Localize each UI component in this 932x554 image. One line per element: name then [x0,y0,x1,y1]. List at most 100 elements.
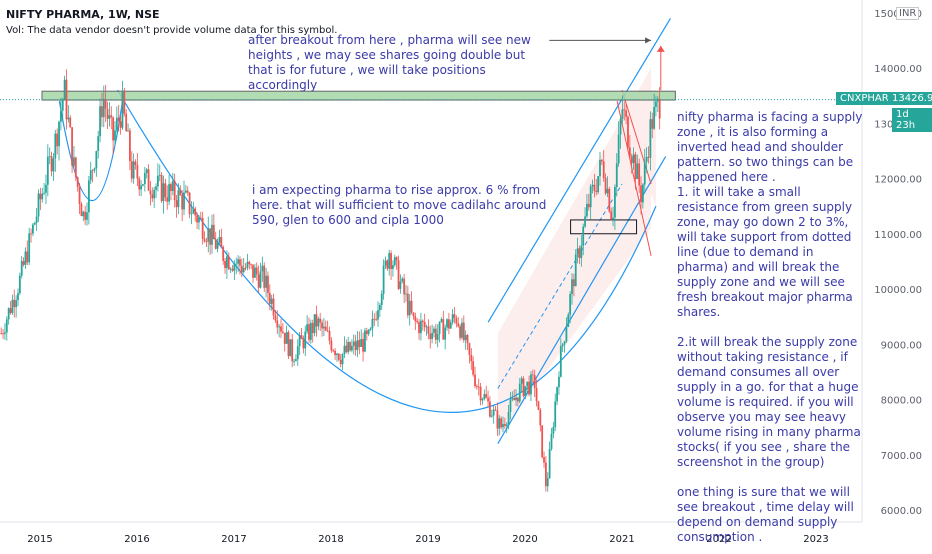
candle-body [371,318,374,329]
candle-body [35,216,38,223]
candle-body [651,119,654,129]
candle-body [18,275,21,294]
candle-body [272,298,275,316]
candle-body [224,260,226,268]
candle-body [39,193,42,200]
candle-body [259,271,262,288]
candle-body [158,174,161,176]
candle-body [658,98,661,119]
candle-body [114,130,116,141]
candle-body [403,278,406,295]
candle-body [600,159,603,162]
candle-body [30,233,32,235]
candle-body [414,316,417,322]
candle-body [222,246,225,261]
candle-body [143,173,146,185]
candle-body [429,333,432,340]
candle-body [300,335,303,339]
candle-body [248,261,251,265]
candle-body [33,222,36,225]
candle-body [489,401,491,417]
candle-body [227,256,230,270]
candle-body [89,170,92,181]
candle-body [548,448,551,479]
x-tick-label: 2019 [415,534,440,545]
rising-channel-fill [497,68,652,439]
candle-body [483,394,486,399]
candle-body [554,401,557,427]
candle-body [492,409,495,416]
candle-body [655,101,657,107]
candle-body [296,346,299,360]
candle-body [410,300,413,313]
candle-body [509,399,512,412]
candle-body [571,279,573,294]
candle-body [388,253,391,269]
candle-body [97,136,100,152]
candle-body [91,170,94,172]
candle-body [7,308,10,320]
candle-body [274,315,277,321]
candle-body [464,335,467,341]
x-tick-label: 2018 [318,534,343,545]
candle-body [552,426,555,434]
candle-body [112,117,115,141]
candle-body [546,478,549,487]
candle-body [356,340,359,351]
candle-body [188,192,191,214]
candle-body [226,256,228,268]
candle-body [470,354,473,362]
candle-body [459,326,461,338]
candle-body [125,113,128,132]
price-badge: 13426.90 [888,92,932,105]
y-tick-label: 7000.00 [881,451,922,462]
candle-body [252,264,254,278]
candle-body [214,239,217,249]
candle-body [198,217,200,223]
candle-body [584,216,586,227]
candle-body [375,318,378,320]
candle-body [110,115,113,118]
candle-body [151,194,154,199]
candle-body [537,401,540,410]
candle-body [382,265,385,294]
candle-body [582,226,585,246]
candle-body [86,212,88,220]
candle-body [364,330,366,352]
candle-body [26,251,29,263]
candle-body [267,275,269,293]
candle-body [155,186,157,190]
candle-body [2,333,4,335]
candle-body [358,340,361,347]
candle-body [295,359,297,362]
candle-body [347,342,350,353]
candle-body [181,194,184,210]
candle-body [563,341,566,345]
candle-body [502,424,504,428]
candle-body [179,190,182,195]
candle-body [192,208,195,214]
candle-body [149,190,152,195]
x-tick-label: 2022 [706,534,731,545]
candle-body [360,339,363,347]
candle-body [515,397,517,401]
candle-body [37,193,40,217]
candle-body [517,397,519,402]
candle-body [15,300,18,308]
candle-body [507,411,510,425]
channel-mid-dashed-line [497,183,623,389]
candle-body [203,238,206,242]
candle-body [401,278,404,282]
candle-body [102,99,105,118]
candle-body [425,326,428,328]
candle-body [209,228,212,245]
candle-body [239,259,241,266]
candle-body [207,228,210,242]
candle-body [71,127,73,166]
candle-body [13,299,16,308]
candle-body [205,241,208,243]
candle-body [485,394,488,398]
currency-label[interactable]: INR [896,7,920,20]
